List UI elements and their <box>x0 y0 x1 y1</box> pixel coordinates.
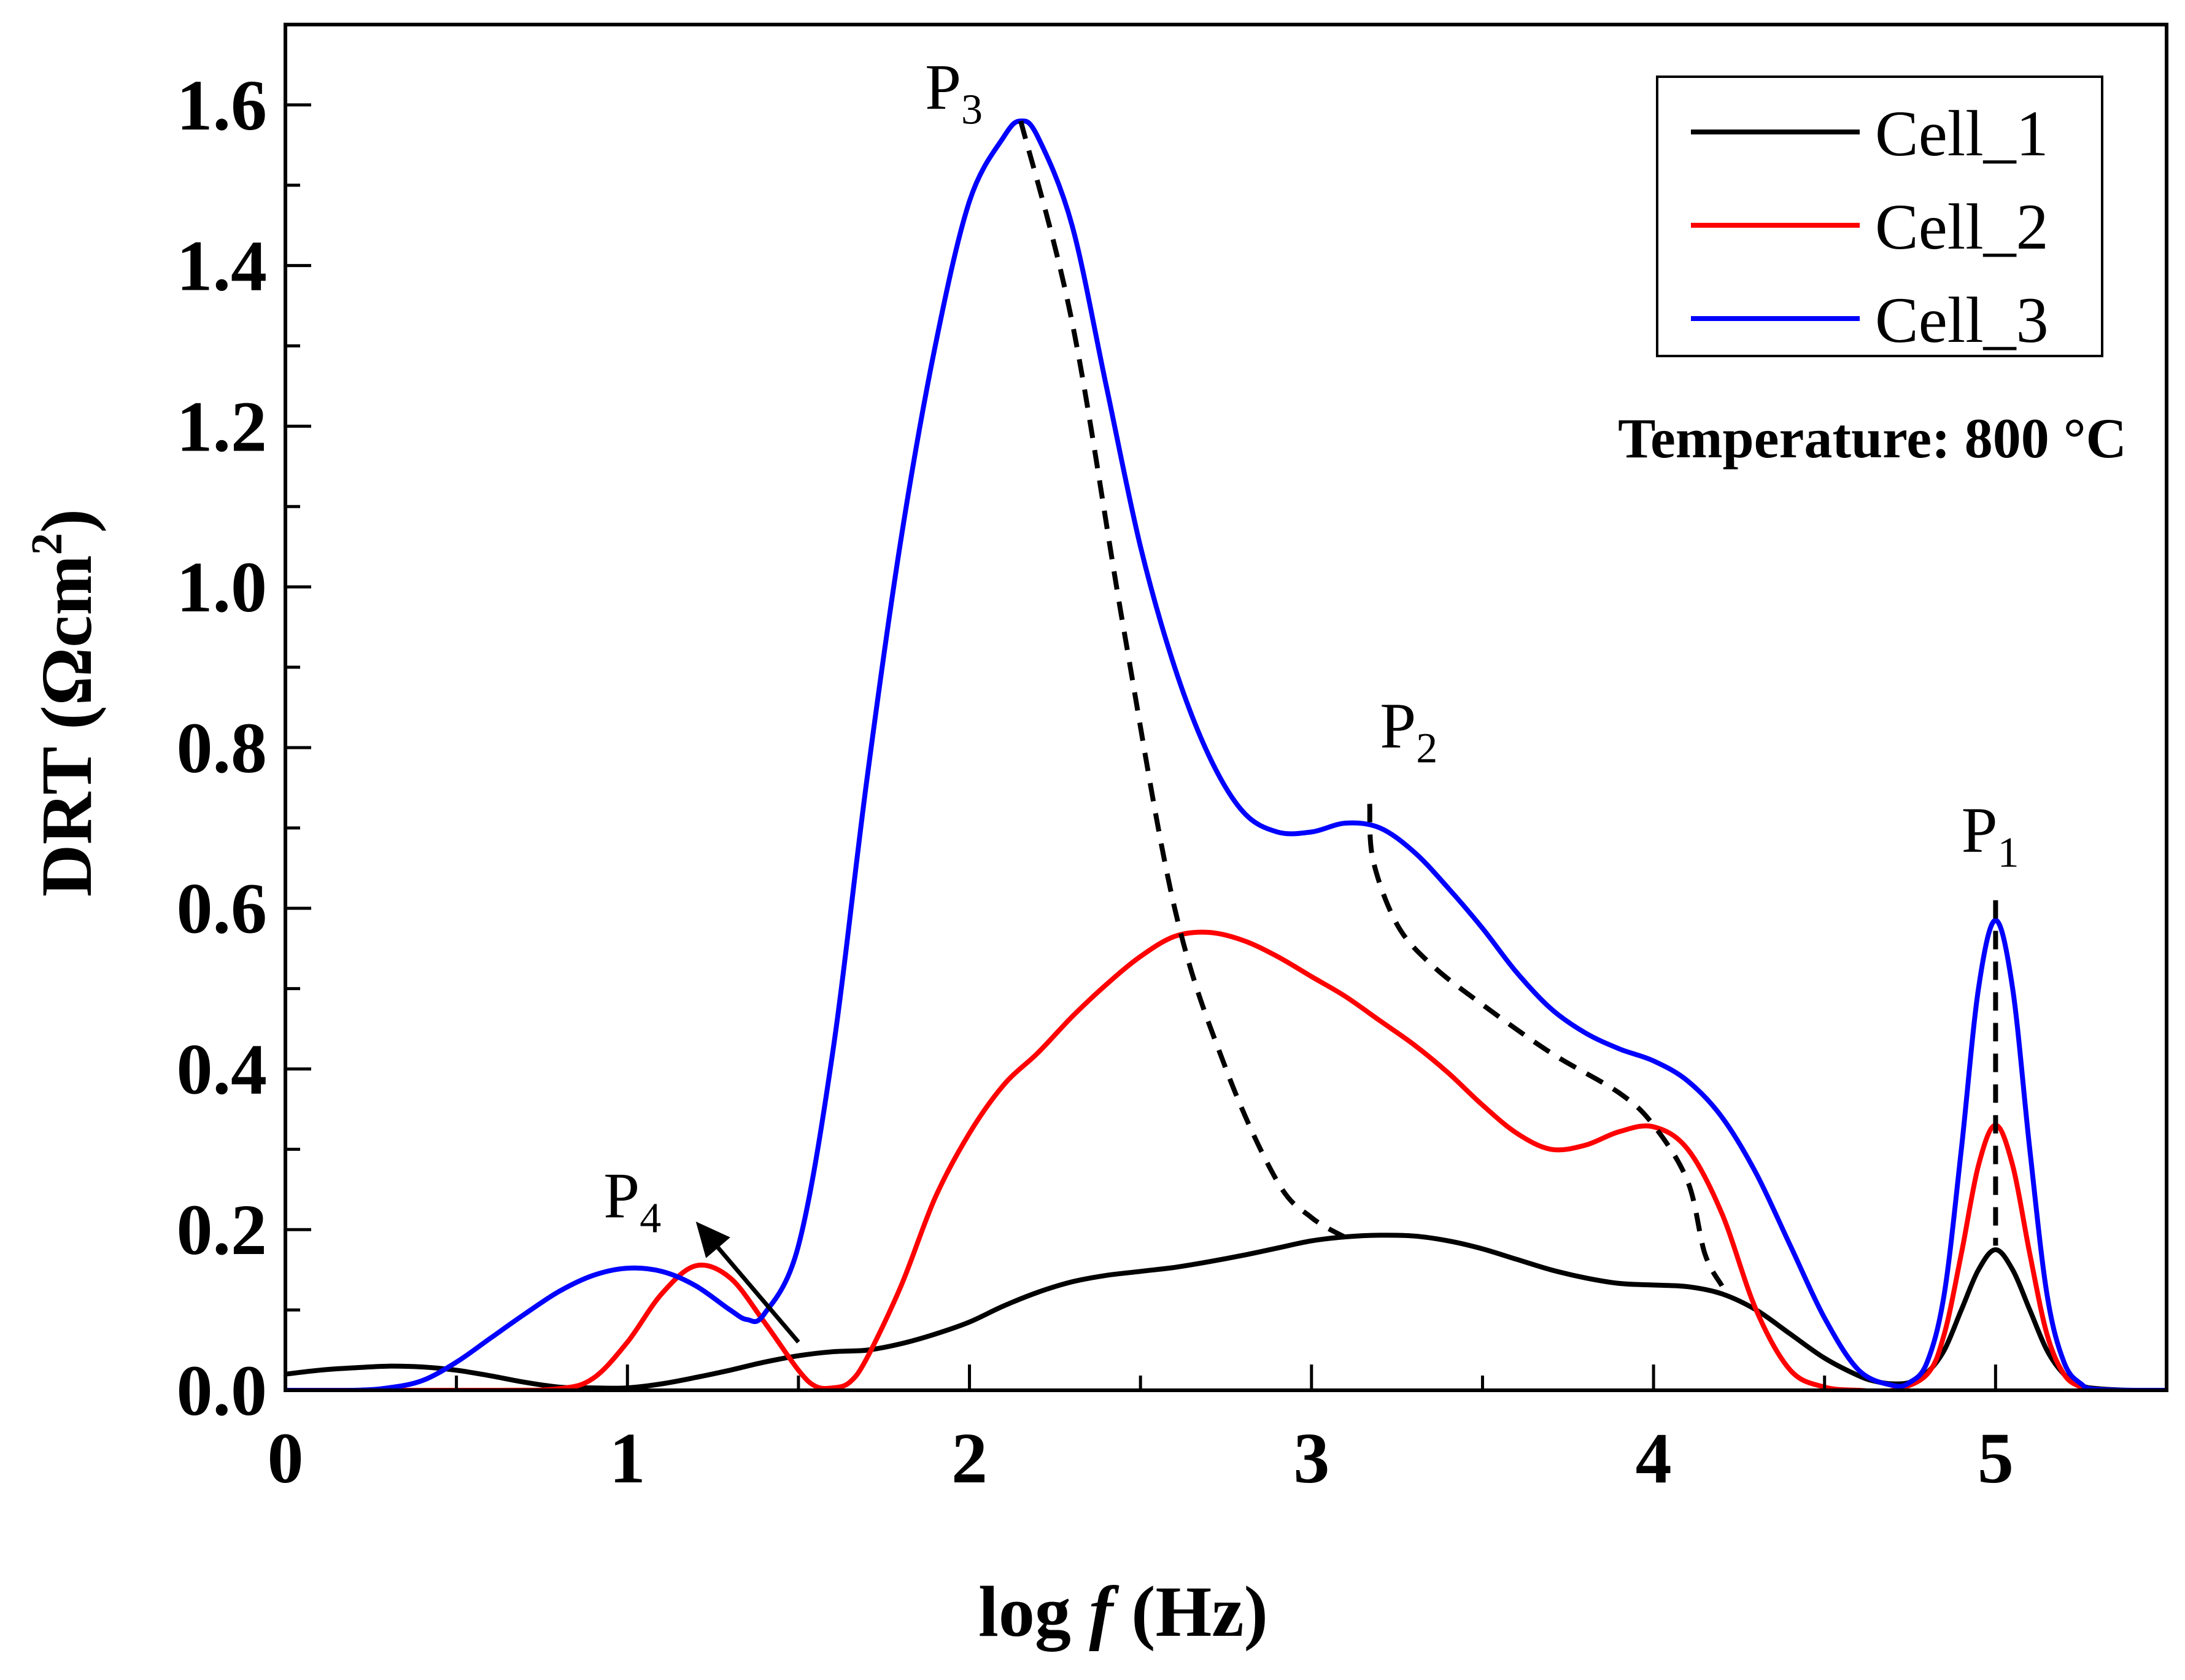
y-tick-label: 0.2 <box>177 1190 268 1270</box>
legend-label-cell-1: Cell_1 <box>1875 98 2049 169</box>
y-axis-title-main: DRT (Ωcm <box>26 555 107 897</box>
x-tick-label: 4 <box>1636 1418 1672 1498</box>
guides-layer <box>695 120 1998 1344</box>
x-tick-label: 0 <box>268 1418 304 1498</box>
peak-label-p2: P2 <box>1380 690 1437 772</box>
y-tick-label: 0.8 <box>177 708 268 788</box>
guide-dashed-1 <box>1018 120 1347 1240</box>
arrow-head <box>695 1221 730 1258</box>
peak-label-base: P <box>603 1160 640 1232</box>
series-line-cell-3 <box>285 118 2167 1390</box>
arrow-shaft <box>716 1246 800 1344</box>
y-tick-label: 1.6 <box>177 65 268 145</box>
legend-box <box>1656 75 2103 357</box>
legend-label-cell-3: Cell_3 <box>1875 284 2049 356</box>
legend-label-cell-2: Cell_2 <box>1875 191 2049 263</box>
x-tick-label: 2 <box>951 1418 988 1498</box>
peak-label-p1: P1 <box>1962 794 2019 877</box>
y-axis-title: DRT (Ωcm2) <box>22 509 107 897</box>
x-axis-title: log f (Hz) <box>978 1571 1268 1652</box>
guide-dashed-2 <box>1367 803 1725 1287</box>
y-tick-label: 0.0 <box>177 1350 268 1431</box>
y-axis-title-superscript: 2 <box>22 533 71 555</box>
peak-label-subscript: 4 <box>640 1195 661 1242</box>
series-line-cell-1 <box>285 1233 2167 1390</box>
peak-label-subscript: 1 <box>1998 829 2019 877</box>
y-tick-label: 1.0 <box>177 547 268 627</box>
plot-frame <box>284 23 2168 1392</box>
series-line-cell-2 <box>285 929 2167 1390</box>
peak-label-base: P <box>1380 690 1416 762</box>
peak-label-subscript: 3 <box>961 86 983 133</box>
peak-label-p3: P3 <box>925 51 983 133</box>
peak-label-subscript: 2 <box>1416 725 1437 772</box>
x-tick-label: 3 <box>1293 1418 1329 1498</box>
series-layer <box>285 118 2167 1390</box>
y-tick-label: 1.4 <box>177 226 268 306</box>
x-axis-title-suffix: (Hz) <box>1113 1571 1268 1652</box>
x-tick-label: 5 <box>1978 1418 2014 1498</box>
x-tick-label: 1 <box>609 1418 646 1498</box>
peak-label-p4: P4 <box>603 1160 661 1242</box>
y-tick-label: 0.4 <box>177 1029 268 1109</box>
y-axis-title-close: ) <box>26 509 107 533</box>
temperature-annotation: Temperature: 800 °C <box>1618 407 2127 470</box>
x-axis-title-prefix: log <box>978 1571 1089 1652</box>
tick-labels: 0 1 2 3 4 5 0.0 0.2 0.4 0.6 0.8 1.0 1.2 1.4 1.6 <box>177 65 2014 1498</box>
peak-label-base: P <box>925 51 961 123</box>
legend: Cell_1 Cell_2 Cell_3 <box>1656 75 2103 357</box>
axes-layer <box>284 23 2168 1392</box>
peak-label-base: P <box>1962 794 1998 866</box>
y-tick-label: 0.6 <box>177 869 268 949</box>
y-tick-label: 1.2 <box>177 386 268 466</box>
